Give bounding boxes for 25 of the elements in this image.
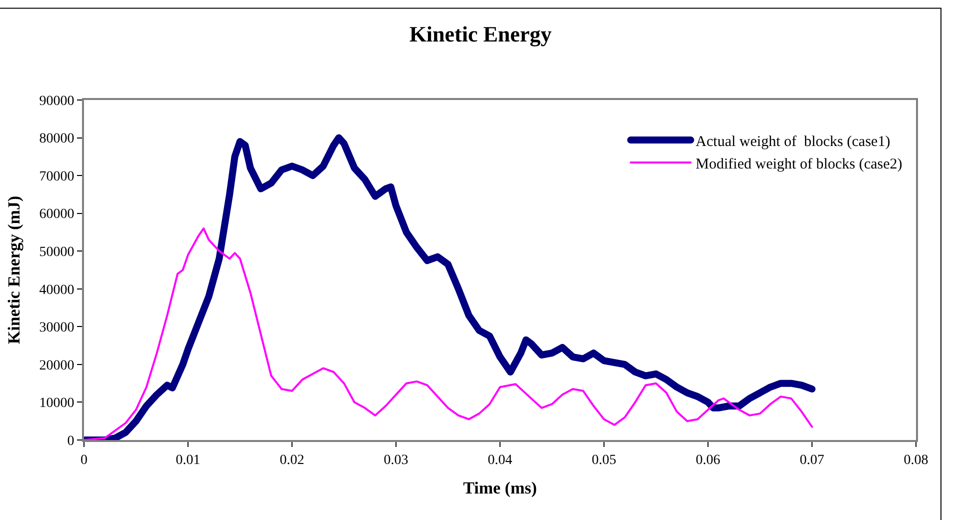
- x-tick-label: 0.08: [904, 452, 928, 468]
- y-tick-label: 50000: [39, 245, 74, 260]
- x-tick-label: 0.07: [800, 452, 824, 468]
- y-tick-label: 60000: [39, 207, 74, 222]
- legend-label: Actual weight of blocks (case1): [696, 134, 890, 150]
- y-tick-label: 10000: [39, 396, 74, 412]
- x-tick-label: 0.02: [280, 452, 304, 468]
- x-tick-label: 0.06: [696, 452, 720, 468]
- legend-label: Modified weight of blocks (case2): [696, 156, 902, 172]
- y-tick-label: 30000: [39, 320, 74, 336]
- line-series: [84, 227, 813, 440]
- x-tick-label: 0.03: [384, 452, 408, 468]
- x-tick-label: 0.05: [592, 452, 616, 468]
- y-tick-label: 40000: [39, 282, 74, 298]
- y-tick-label: 70000: [39, 169, 74, 184]
- y-tick-label: 0: [67, 434, 74, 449]
- y-axis-title: Kinetic Energy (mJ): [4, 196, 24, 344]
- y-tick-label: 90000: [39, 94, 74, 109]
- chart-title: Kinetic Energy: [409, 21, 552, 46]
- x-tick-label: 0.01: [176, 452, 200, 468]
- y-tick-label: 20000: [39, 358, 74, 374]
- y-tick-label: 80000: [39, 132, 74, 147]
- x-tick-label: 0: [80, 452, 88, 468]
- x-tick-label: 0.04: [488, 452, 512, 468]
- x-axis-title: Time (ms): [463, 478, 537, 498]
